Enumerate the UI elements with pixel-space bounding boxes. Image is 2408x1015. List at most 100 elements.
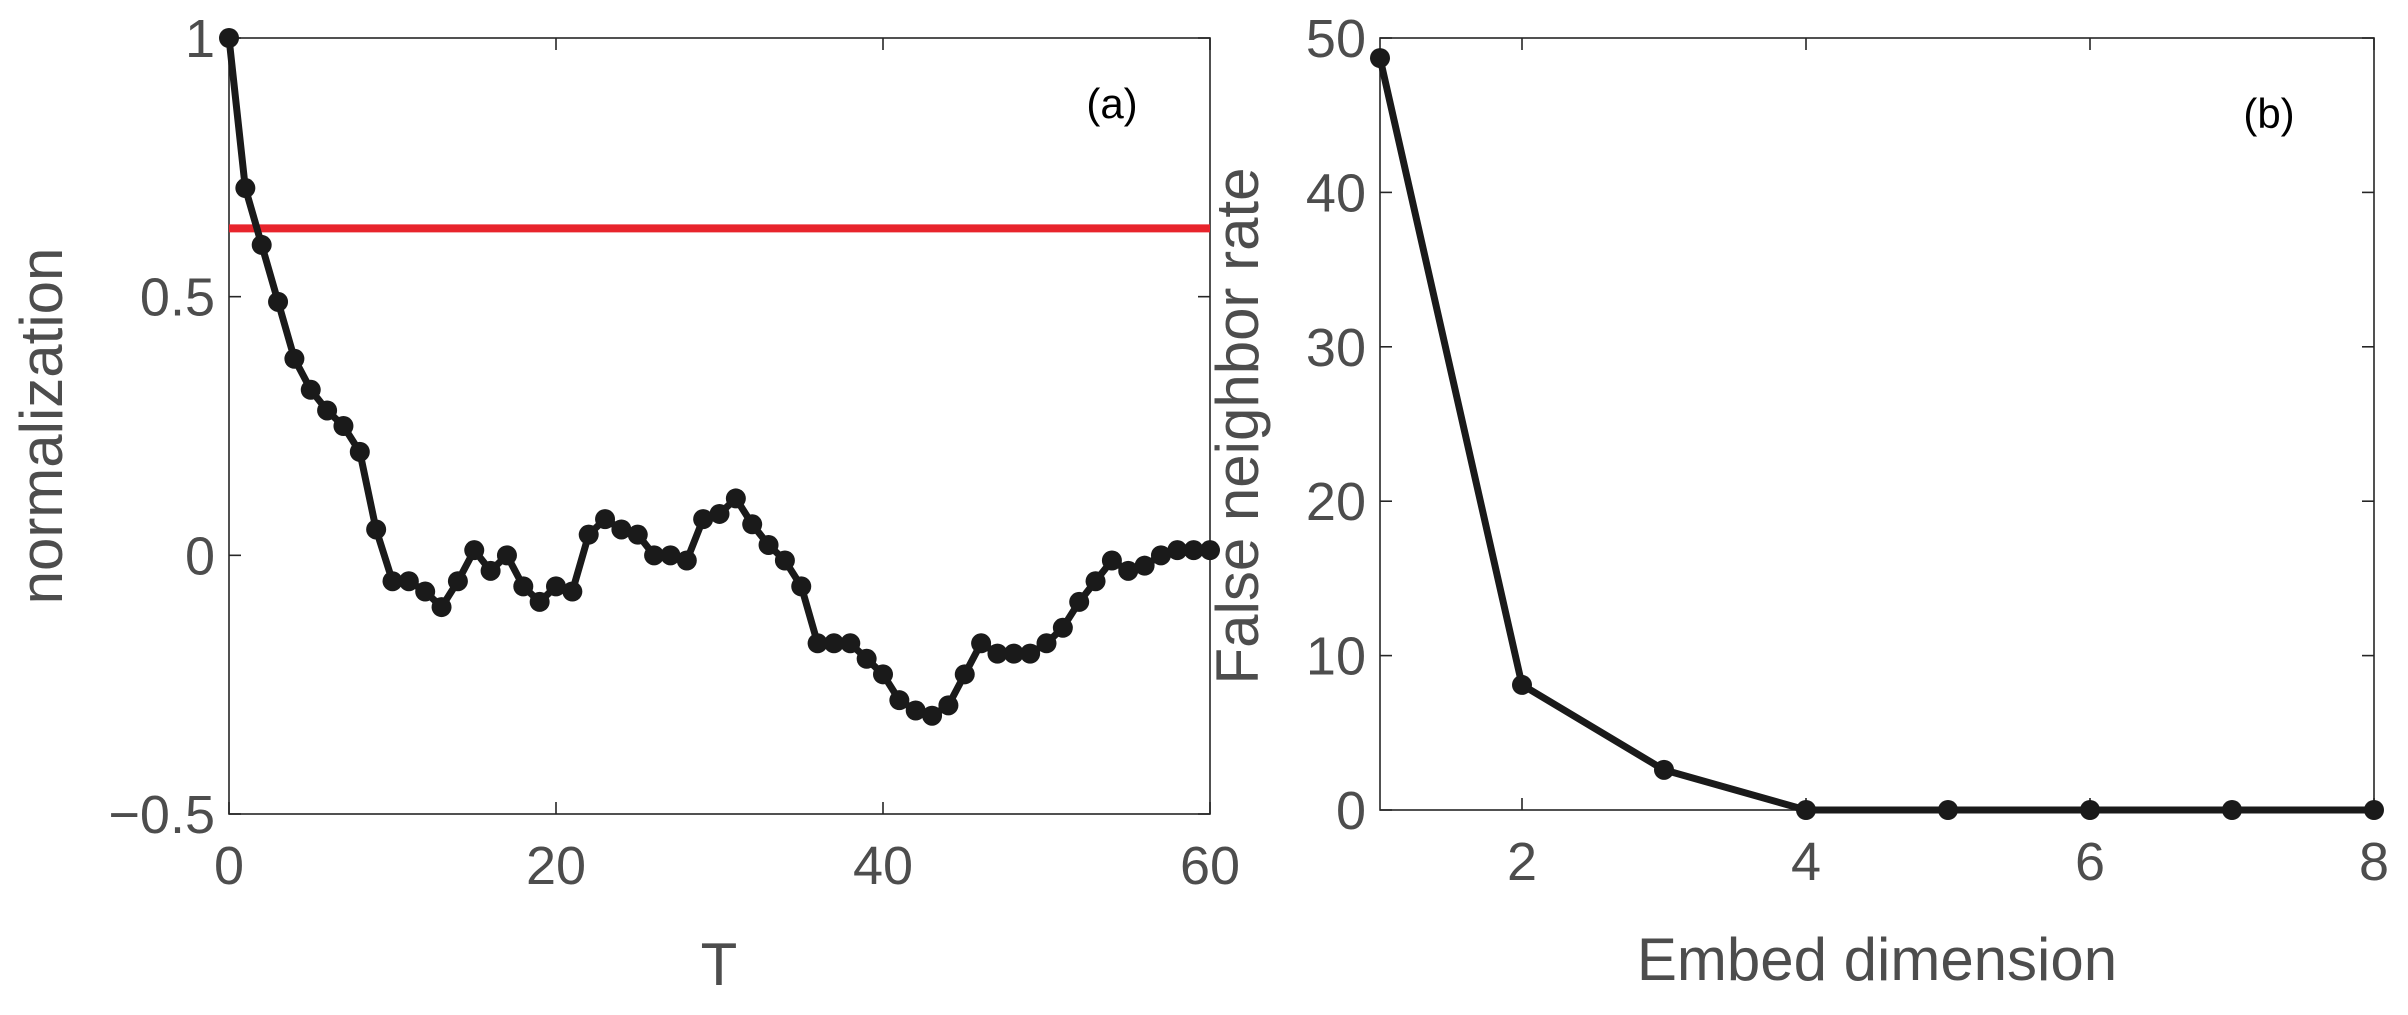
data-point: [856, 648, 877, 669]
data-point: [595, 509, 616, 530]
data-point: [954, 664, 975, 685]
data-point: [791, 576, 812, 597]
data-point: [317, 400, 338, 421]
data-point: [300, 379, 321, 400]
data-point: [529, 591, 550, 612]
x-axis-label: T: [701, 931, 738, 998]
y-tick-label: −0.5: [108, 785, 215, 845]
data-point: [464, 540, 485, 561]
data-point: [2364, 800, 2384, 820]
data-point: [1183, 540, 1204, 561]
y-tick-label: 0: [185, 526, 215, 586]
y-tick-label: 50: [1306, 9, 1366, 69]
x-tick-label: 20: [526, 836, 586, 896]
plot-area-frame: [1379, 37, 2375, 811]
data-point: [823, 633, 844, 654]
data-point: [1654, 759, 1674, 780]
data-point: [447, 571, 468, 592]
y-axis-label: normalization: [8, 248, 75, 605]
y-axis-label: False neighbor rate: [1204, 168, 1271, 685]
data-point: [611, 519, 632, 540]
data-point: [1150, 545, 1171, 566]
data-point: [873, 664, 893, 685]
panel-label: (a): [1086, 80, 1137, 127]
data-point: [1134, 555, 1155, 576]
data-point: [1796, 800, 1816, 820]
series-line: [225, 37, 1210, 720]
data-point: [987, 643, 1008, 664]
data-point: [546, 576, 566, 597]
x-axis-label: Embed dimension: [1637, 926, 2117, 993]
data-point: [840, 633, 861, 654]
data-point: [693, 509, 714, 530]
x-tick-label: 4: [1791, 832, 1821, 892]
x-tick-label: 60: [1180, 836, 1240, 896]
data-point: [1200, 540, 1220, 561]
data-point: [1003, 643, 1024, 664]
data-point: [2222, 800, 2242, 820]
data-point: [268, 291, 289, 312]
data-point: [742, 514, 763, 535]
data-point: [1512, 674, 1532, 695]
data-point: [1118, 560, 1139, 581]
data-point: [398, 571, 419, 592]
data-point: [709, 503, 730, 524]
data-point: [219, 28, 239, 48]
data-point: [1069, 591, 1090, 612]
data-point: [971, 633, 992, 654]
y-tick-label: 30: [1306, 318, 1366, 378]
data-point: [725, 488, 746, 509]
data-point: [513, 576, 534, 597]
data-point: [889, 690, 910, 711]
x-tick-label: 6: [2075, 832, 2105, 892]
x-tick-label: 0: [214, 836, 244, 896]
y-tick-label: 0: [1336, 781, 1366, 841]
plot-area-frame: [228, 37, 1211, 815]
data-point: [349, 441, 370, 462]
chart-panel-b: 2 4 6 8 0 10 20 30 40 50 Embed dimension False neig…: [1204, 9, 2389, 993]
data-point: [235, 178, 256, 199]
data-point: [758, 534, 779, 555]
panel-label: (b): [2243, 90, 2294, 137]
data-point: [1020, 643, 1041, 664]
data-point: [496, 545, 517, 566]
y-tick-label: 0.5: [140, 268, 215, 328]
x-tick-label: 2: [1507, 832, 1537, 892]
data-point: [938, 695, 959, 716]
data-point: [1167, 540, 1188, 561]
data-point: [1938, 800, 1958, 820]
y-tick-label: 10: [1306, 627, 1366, 687]
data-point: [905, 700, 926, 721]
data-point: [333, 416, 354, 436]
y-tick-label: 20: [1306, 472, 1366, 532]
data-point: [415, 581, 436, 602]
data-point: [1370, 48, 1390, 69]
x-tick-label: 8: [2359, 832, 2389, 892]
data-point: [562, 581, 583, 602]
y-tick-label: 40: [1306, 163, 1366, 223]
data-point: [578, 524, 599, 545]
data-point: [676, 550, 697, 571]
y-tick-label: 1: [185, 9, 215, 69]
data-point: [922, 705, 943, 726]
data-point: [1036, 633, 1057, 654]
data-point: [627, 524, 648, 545]
data-point: [366, 519, 387, 540]
x-tick-label: 40: [853, 836, 913, 896]
data-point: [431, 597, 452, 618]
data-point: [251, 234, 272, 255]
data-point: [382, 571, 403, 592]
data-point: [807, 633, 828, 654]
data-point: [774, 550, 795, 571]
data-point: [2080, 800, 2100, 820]
series-line: [1376, 57, 2374, 814]
data-point: [644, 545, 665, 566]
data-point: [660, 545, 681, 566]
data-point: [1052, 617, 1073, 638]
data-point: [284, 348, 305, 369]
data-point: [480, 560, 501, 581]
data-point: [1085, 571, 1106, 592]
